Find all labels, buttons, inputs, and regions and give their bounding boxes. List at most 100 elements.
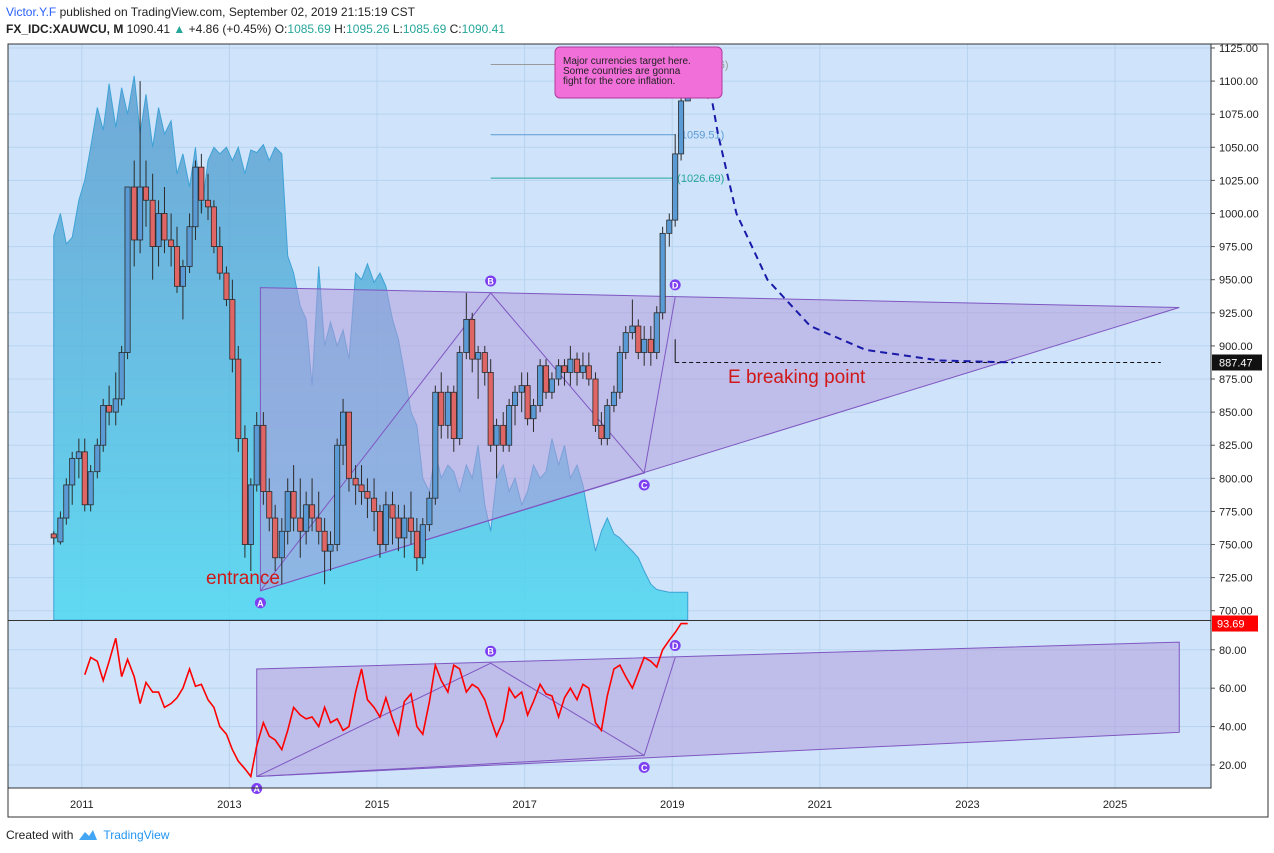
y-tick-label: 825.00	[1219, 440, 1253, 452]
annotation-box	[554, 46, 723, 99]
rsi-y-tick-label: 20.00	[1219, 760, 1247, 772]
candle-body	[592, 378, 599, 426]
point-b-marker	[485, 275, 497, 287]
y-tick-label: 1100.00	[1219, 76, 1258, 88]
candle-body	[118, 352, 125, 400]
rsi-point-b-marker-label: B	[487, 647, 494, 657]
change-up-icon: ▲	[173, 22, 186, 36]
tradingview-link[interactable]: TradingView	[103, 828, 170, 842]
candle-body	[241, 438, 248, 545]
candle-body	[260, 424, 267, 492]
candle-body	[598, 424, 605, 439]
author-link[interactable]: Victor.Y.F	[6, 5, 57, 19]
candle-body	[426, 497, 433, 526]
y-tick-label: 1025.00	[1219, 175, 1259, 187]
x-tick-label: 2011	[70, 799, 94, 811]
candle-body	[352, 477, 359, 486]
candle-body	[659, 232, 666, 314]
low-label: L:	[392, 22, 403, 36]
low-value: 1085.69	[402, 22, 447, 36]
candle-body	[444, 391, 451, 426]
candle-body	[106, 405, 113, 413]
rsi-value-tag	[1212, 615, 1258, 632]
symbol-name: FX_IDC:XAUWCU, M	[6, 22, 124, 36]
projection-curve	[705, 67, 1014, 364]
candle-body	[456, 352, 463, 439]
candle-body	[186, 226, 193, 267]
candle-body	[309, 504, 316, 519]
candle-body	[407, 517, 414, 532]
annotation-line: Major currencies target here.	[563, 56, 691, 67]
candle-body	[272, 517, 279, 559]
candle-body	[303, 504, 310, 532]
candle-body	[432, 391, 439, 499]
x-tick-label: 2019	[660, 799, 684, 811]
open-value: 1085.69	[287, 22, 331, 36]
candle-body	[382, 504, 389, 545]
x-tick-label: 2013	[217, 799, 241, 811]
candle-body	[376, 511, 383, 545]
x-tick-label: 2023	[955, 799, 979, 811]
point-a-marker	[254, 597, 266, 609]
close-label: C:	[449, 22, 462, 36]
rsi-point-b-marker	[485, 645, 497, 657]
candle-body	[530, 405, 537, 420]
y-tick-label: 775.00	[1219, 506, 1253, 518]
candle-body	[137, 186, 144, 241]
y-tick-label: 725.00	[1219, 573, 1253, 585]
candle-body	[666, 219, 673, 234]
candle-body	[198, 166, 205, 201]
candle-body	[401, 517, 408, 539]
candle-body	[327, 544, 334, 552]
candle-body	[168, 239, 175, 247]
point-c-marker	[638, 479, 650, 491]
candle-body	[149, 199, 156, 247]
level-label: (1026.69)	[677, 173, 724, 185]
point-c-marker-label: C	[641, 481, 648, 491]
rsi-y-tick-label: 40.00	[1219, 722, 1247, 734]
rsi-point-c-marker-label: C	[641, 763, 648, 773]
candle-body	[678, 100, 685, 155]
candle-body	[622, 332, 629, 353]
candle-body	[223, 272, 230, 300]
candle-body	[371, 497, 378, 512]
y-tick-label: 700.00	[1219, 606, 1253, 618]
y-tick-label: 1075.00	[1219, 109, 1259, 121]
candle-body	[512, 391, 519, 406]
candle-body	[69, 458, 76, 486]
level-label: (1059.51)	[677, 130, 724, 142]
candle-body	[537, 365, 544, 406]
price-axis-bg	[1211, 44, 1268, 788]
x-tick-label: 2015	[365, 799, 389, 811]
candle-body	[321, 530, 328, 552]
price-change: +4.86 (+0.45%)	[188, 22, 272, 36]
candle-body	[653, 312, 660, 353]
rsi-ac-line	[256, 754, 645, 777]
candle-body	[358, 484, 365, 492]
rsi-point-d-marker	[669, 639, 681, 651]
candle-body	[50, 533, 57, 539]
candle-body	[469, 319, 476, 360]
candle-body	[124, 186, 131, 353]
footer: Created with TradingView	[6, 828, 169, 842]
rsi-value-tag-label: 93.69	[1217, 619, 1245, 631]
y-tick-label: 800.00	[1219, 473, 1253, 485]
candle-body	[205, 199, 212, 208]
candle-body	[334, 444, 341, 545]
rsi-line	[83, 622, 688, 779]
candle-body	[266, 491, 273, 519]
candle-body	[63, 484, 70, 519]
symbol-info: FX_IDC:XAUWCU, M 1090.41 ▲ +4.86 (+0.45%…	[6, 22, 505, 36]
y-tick-label: 875.00	[1219, 374, 1253, 386]
candle-body	[179, 266, 186, 287]
candle-body	[229, 299, 236, 360]
y-tick-label: 850.00	[1219, 407, 1253, 419]
point-a-marker-label: A	[257, 598, 264, 608]
rsi-point-c-marker	[638, 761, 650, 773]
candle-body	[247, 484, 254, 545]
point-d-marker-label: D	[672, 280, 679, 290]
created-with-text: Created with	[6, 828, 74, 842]
breaking-point-label: E breaking point	[728, 367, 866, 388]
candle-body	[57, 517, 64, 543]
